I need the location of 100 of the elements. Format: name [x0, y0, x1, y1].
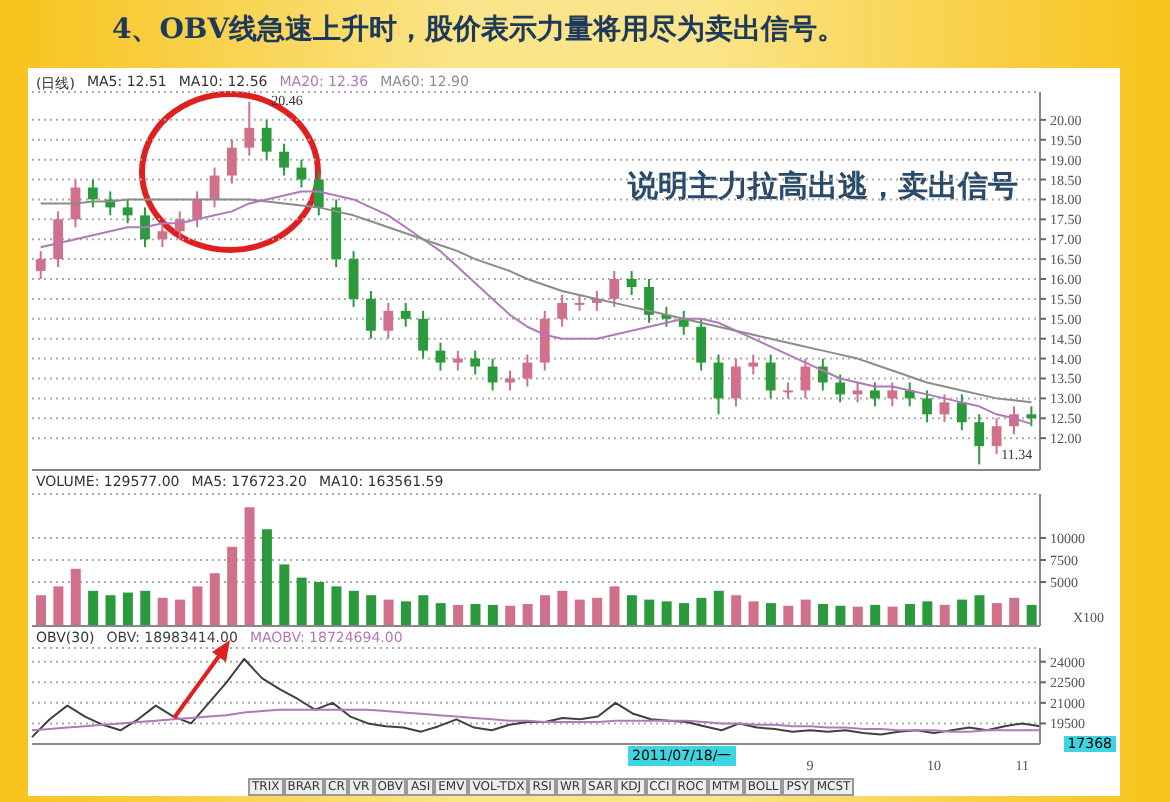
bar — [140, 590, 151, 626]
bar — [870, 604, 881, 626]
candlestick — [922, 389, 932, 424]
bar — [1026, 604, 1037, 626]
candlestick — [731, 357, 741, 408]
candlestick — [748, 353, 759, 376]
bar — [974, 595, 985, 626]
candlestick — [1026, 405, 1037, 428]
bar — [105, 595, 116, 626]
candlestick — [435, 341, 446, 372]
candlestick — [835, 373, 846, 404]
bar — [383, 599, 394, 626]
bar — [557, 590, 568, 626]
bar — [592, 597, 603, 626]
bar — [175, 599, 186, 626]
bar — [192, 586, 203, 626]
bar — [122, 592, 133, 626]
candlestick — [487, 357, 498, 392]
candlestick — [192, 190, 203, 229]
bar — [626, 595, 637, 626]
bar — [331, 586, 342, 626]
candlestick — [53, 210, 64, 269]
bar — [852, 606, 863, 626]
candlestick — [991, 417, 1002, 456]
candlestick — [522, 353, 533, 388]
bar — [36, 595, 46, 626]
bar — [88, 590, 99, 626]
candlestick — [644, 278, 654, 324]
bar — [904, 604, 915, 626]
bar — [227, 546, 238, 626]
candlestick — [348, 250, 359, 308]
bar — [279, 564, 290, 626]
bar — [748, 601, 759, 626]
candlestick — [418, 309, 428, 360]
candlestick — [696, 317, 707, 372]
candlestick — [974, 413, 985, 466]
bar — [244, 507, 255, 626]
candlestick — [609, 270, 620, 308]
candlestick — [713, 353, 724, 416]
bar — [540, 595, 550, 626]
bar — [922, 601, 933, 626]
bar — [835, 605, 846, 626]
annotation: 说明主力拉高出逃，卖出信号 — [628, 168, 1018, 206]
bar — [818, 604, 829, 626]
candlestick — [870, 381, 880, 408]
bar — [505, 605, 516, 626]
candlestick — [557, 293, 568, 328]
bar — [1009, 597, 1020, 626]
bar — [609, 586, 620, 626]
bar — [70, 568, 81, 626]
bar — [53, 586, 64, 626]
candlestick — [539, 309, 550, 372]
bar — [991, 603, 1002, 626]
candlestick — [956, 393, 967, 432]
candlestick — [87, 178, 98, 209]
line-series — [31, 708, 1041, 733]
candlestick — [505, 369, 515, 392]
bar — [661, 601, 672, 626]
bar — [939, 604, 950, 626]
chart-title: 4、OBV线急速上升时，股价表示力量将用尽为卖出信号。 — [112, 12, 846, 48]
bar — [400, 601, 411, 626]
bar — [435, 603, 446, 626]
bar — [366, 595, 377, 626]
bar — [487, 604, 498, 626]
bar — [783, 605, 794, 626]
candlestick — [366, 289, 376, 340]
candlestick — [261, 118, 272, 161]
candlestick — [157, 222, 168, 249]
candlestick — [887, 381, 898, 408]
bar — [644, 599, 655, 626]
candlestick — [122, 198, 133, 225]
candlestick — [227, 138, 237, 185]
bar — [957, 599, 968, 626]
candlestick — [313, 170, 324, 217]
candlestick — [852, 381, 863, 404]
candlestick — [35, 250, 46, 281]
bar — [157, 597, 168, 626]
line-series — [31, 657, 1041, 739]
bar — [887, 606, 898, 626]
bar — [713, 590, 724, 626]
bar — [296, 577, 307, 626]
bar — [261, 529, 272, 626]
bar — [314, 582, 325, 626]
candlestick — [244, 100, 255, 157]
bar — [470, 604, 481, 626]
bar — [679, 603, 690, 626]
candlestick — [626, 270, 637, 296]
candlestick — [452, 349, 463, 372]
candlestick — [400, 301, 411, 328]
bar — [765, 603, 776, 626]
bar — [453, 604, 464, 626]
candlestick — [279, 142, 289, 177]
bar — [574, 599, 585, 626]
candlestick — [470, 349, 481, 376]
candlestick — [296, 158, 307, 189]
candlestick — [765, 353, 776, 400]
bar — [696, 597, 707, 626]
bar — [209, 573, 220, 626]
bar — [731, 595, 742, 626]
bar — [418, 595, 429, 626]
